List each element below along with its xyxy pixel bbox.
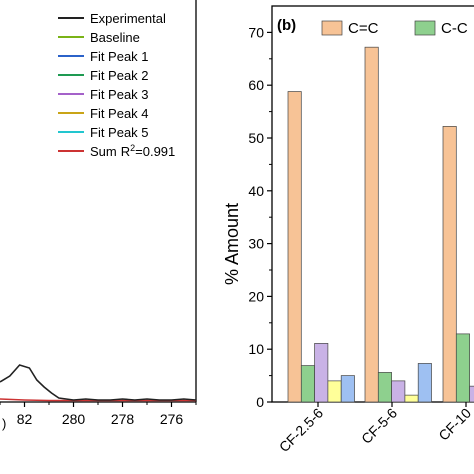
panel-a-axis-fragment: ) <box>2 416 6 431</box>
legend-item-experimental: Experimental <box>58 11 166 26</box>
legend-item-fit-peak-1: Fit Peak 1 <box>58 49 149 64</box>
legend-swatch <box>414 20 436 36</box>
legend-swatch <box>321 20 343 36</box>
bar-cf-5-6-series-3 <box>391 380 406 403</box>
panel-b-categories: CF-2.5-6 CF-5-6 CF-10 <box>276 402 474 455</box>
bar-cf-5-6-series-4 <box>404 394 419 403</box>
bar-cf-2-5-6-c-c <box>287 91 302 403</box>
panel-b-bar-chart: 0 10 20 30 40 50 60 70 CF-2.5-6 CF-5-6 CF-10 % Am… <box>222 5 474 455</box>
legend-label: Sum R2=0.991 <box>90 143 175 159</box>
panel-b-y-axis-label: % Amount <box>222 203 242 285</box>
panel-b-label: (b) <box>277 17 296 34</box>
series-line-experimental <box>0 364 197 401</box>
legend-item-baseline: Baseline <box>58 30 140 45</box>
bar-cf-10-c-c <box>455 333 470 403</box>
bar-cf-5-6-c-c <box>377 372 392 403</box>
y-tick-label: 70 <box>248 24 264 40</box>
legend-item-sum: Sum R2=0.991 <box>58 143 175 159</box>
y-tick-label: 50 <box>248 130 264 146</box>
legend-label: Fit Peak 5 <box>90 125 149 140</box>
y-tick-label: 10 <box>248 341 264 357</box>
legend-annotation: R <box>121 144 130 159</box>
legend-label: Baseline <box>90 30 140 45</box>
panel-a-x-axis: 82 280 278 276 <box>0 402 197 427</box>
category-label-cf-5-6: CF-5-6 <box>358 405 400 447</box>
panel-b-legend: C=C C-C <box>321 20 468 37</box>
bar-cf-5-6-c-c <box>364 46 379 403</box>
y-tick-label: 30 <box>248 236 264 252</box>
y-tick-label: 40 <box>248 183 264 199</box>
legend-label: C=C <box>348 20 379 37</box>
legend-label: Fit Peak 3 <box>90 87 149 102</box>
x-tick-label: 278 <box>111 411 135 427</box>
legend-item-fit-peak-2: Fit Peak 2 <box>58 68 149 83</box>
legend-annotation-value: =0.991 <box>135 144 175 159</box>
x-tick-label: 280 <box>62 411 86 427</box>
panel-a-legend: Experimental Baseline Fit Peak 1 Fit Peak 2… <box>58 11 175 159</box>
legend-label: Experimental <box>90 11 166 26</box>
bar-cf-5-6-series-5 <box>417 363 432 403</box>
bar-cf-2-5-6-c-c <box>300 365 315 403</box>
panel-a-xps-fit: 82 280 278 276 ) Experimental Baseline Fit Pe… <box>0 0 197 431</box>
bar-cf-2-5-6-series-3 <box>314 343 329 403</box>
legend-item-fit-peak-3: Fit Peak 3 <box>58 87 149 102</box>
category-label-cf-2-5-6: CF-2.5-6 <box>276 405 327 456</box>
legend-label: Fit Peak 1 <box>90 49 149 64</box>
legend-item-fit-peak-5: Fit Peak 5 <box>58 125 149 140</box>
legend-item-fit-peak-4: Fit Peak 4 <box>58 106 149 121</box>
panel-b-y-axis: 0 10 20 30 40 50 60 70 <box>248 24 272 410</box>
bar-cf-2-5-6-series-4 <box>327 380 342 403</box>
category-label-cf-10: CF-10 <box>435 405 474 444</box>
y-tick-label: 0 <box>256 394 264 410</box>
bar-cf-2-5-6-series-5 <box>340 375 355 403</box>
legend-label: Fit Peak 2 <box>90 68 149 83</box>
x-tick-label: 276 <box>160 411 184 427</box>
legend-annotation-sup: 2 <box>130 143 135 153</box>
legend-item-c-c: C-C <box>414 20 468 37</box>
bar-cf-10-c-c <box>442 126 457 403</box>
x-tick-label: 82 <box>17 411 33 427</box>
y-tick-label: 20 <box>248 288 264 304</box>
panel-b-bars <box>271 5 474 403</box>
y-tick-label: 60 <box>248 77 264 93</box>
legend-label: C-C <box>441 20 468 37</box>
bar-cf-10-series-3 <box>469 385 474 403</box>
legend-item-c-c: C=C <box>321 20 379 37</box>
legend-label: Fit Peak 4 <box>90 106 149 121</box>
